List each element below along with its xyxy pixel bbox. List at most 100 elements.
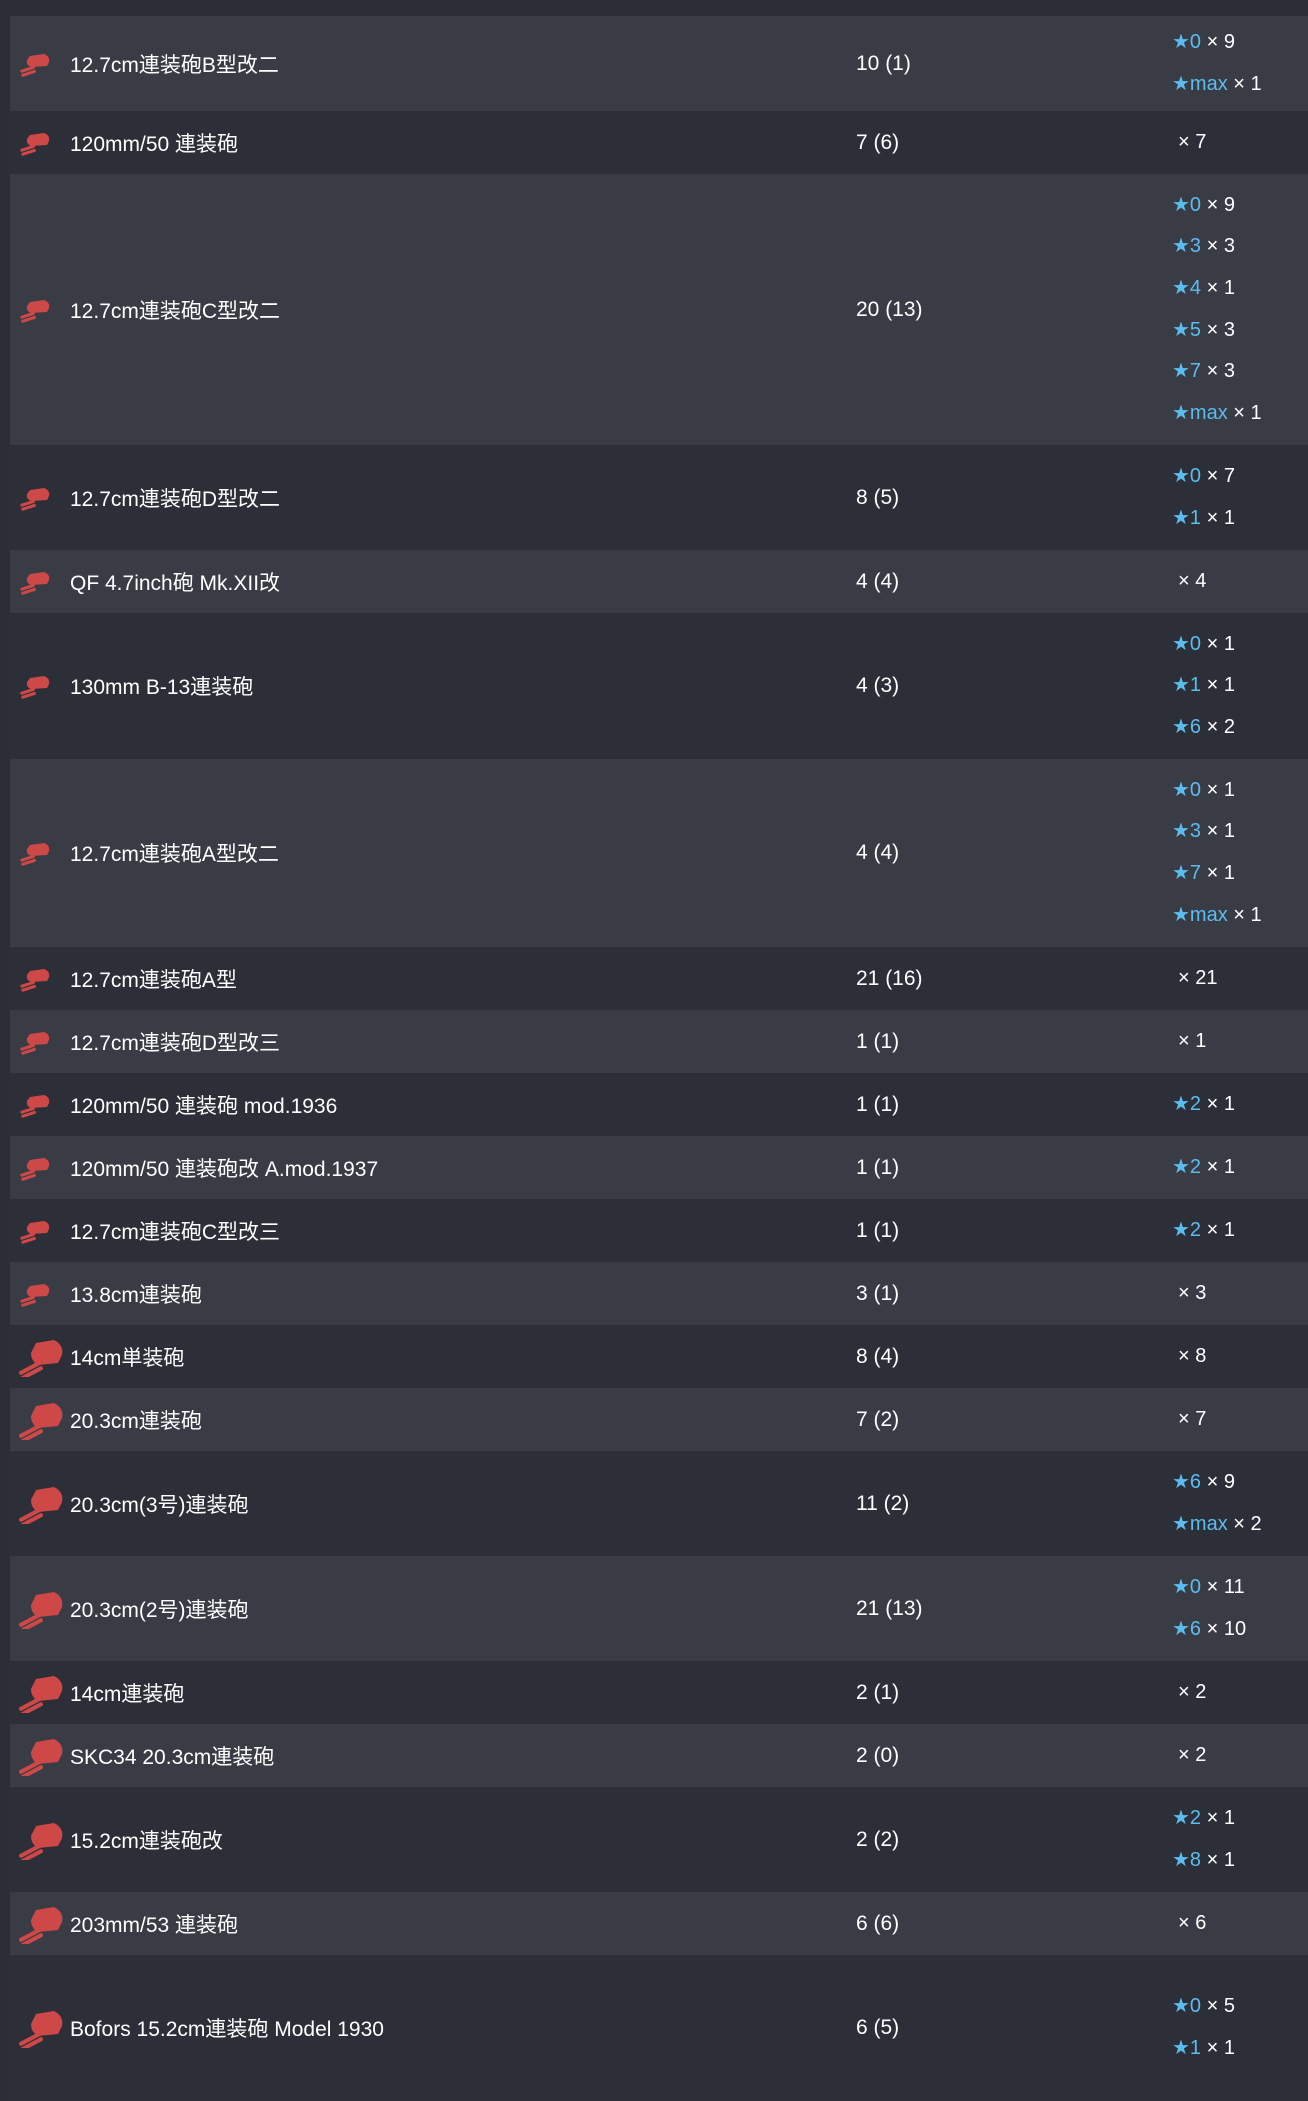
- equipment-name: 203mm/53 連装砲: [70, 1913, 239, 1937]
- equipment-name-cell: 12.7cm連装砲D型改二: [10, 478, 856, 518]
- equipment-name-cell: 12.7cm連装砲C型改二: [10, 290, 856, 330]
- equipment-name: 13.8cm連装砲: [70, 1283, 202, 1307]
- equipment-table: 12.7cm連装砲B型改二 10 (1) ★0 × 9 ★max × 1 120mm/5…: [10, 16, 1308, 2101]
- equipment-name-cell: 12.7cm連装砲C型改三: [10, 1211, 856, 1251]
- equipment-count: 4 (4): [856, 569, 900, 593]
- table-row: 12.7cm連装砲C型改二 20 (13) ★0 × 9 ★3 × 3 ★4 × 1 ★5…: [10, 174, 1308, 445]
- improvement-count: × 1: [1206, 1806, 1235, 1829]
- equipment-name: 120mm/50 連装砲: [70, 132, 239, 156]
- improvement-entry: ★6 × 9: [1172, 1462, 1308, 1504]
- improvement-level: ★7: [1172, 862, 1202, 884]
- improvement-level: ★1: [1172, 506, 1202, 529]
- improvement-entry: × 7: [1172, 1399, 1308, 1441]
- improvement-entry: ★0 × 9: [1172, 185, 1308, 227]
- small-gun-icon: [18, 290, 70, 330]
- improvement-count: × 2: [1178, 1680, 1207, 1703]
- improvement-list: ★0 × 9 ★3 × 3 ★4 × 1 ★5 × 3 ★7 × 3 ★max × 1: [1172, 185, 1308, 435]
- improvement-level: ★1: [1172, 2037, 1202, 2059]
- equipment-count: 1 (1): [856, 1029, 900, 1053]
- equipment-name-cell: 14cm連装砲: [10, 1673, 856, 1713]
- equipment-count: 3 (1): [856, 1281, 900, 1305]
- improvement-entry: ★7 × 3: [1172, 351, 1308, 393]
- small-gun-icon: [18, 562, 70, 602]
- medium-gun-icon: [18, 1589, 70, 1629]
- equipment-count: 4 (3): [856, 674, 900, 697]
- table-row: 12.7cm連装砲D型改三 1 (1) × 1: [10, 1010, 1308, 1073]
- improvement-level: ★5: [1172, 318, 1202, 341]
- improvement-level: ★2: [1172, 1155, 1202, 1178]
- table-row: 130mm B-13連装砲 4 (3) ★0 × 1 ★1 × 1 ★6 × 2: [10, 613, 1308, 759]
- table-row: 203mm/53 連装砲 6 (6) × 6: [10, 1892, 1308, 1955]
- improvement-count: × 2: [1178, 1743, 1207, 1766]
- improvement-count: × 7: [1178, 130, 1207, 153]
- equipment-name-cell: Bofors 15.2cm連装砲 Model 1930: [10, 2008, 856, 2048]
- improvement-list: × 3: [1172, 1273, 1308, 1315]
- improvement-entry: ★1 × 1: [1172, 665, 1308, 707]
- equipment-name-cell: 20.3cm(3号)連装砲: [10, 1484, 856, 1524]
- equipment-name-cell: 120mm/50 連装砲 mod.1936: [10, 1085, 856, 1125]
- improvement-entry: ★5 × 3: [1172, 310, 1308, 352]
- table-row: 13.8cm連装砲 3 (1) × 3: [10, 1262, 1308, 1325]
- improvement-entry: × 3: [1172, 1273, 1308, 1315]
- improvement-count: × 8: [1178, 1344, 1207, 1367]
- improvement-level: ★0: [1172, 30, 1202, 53]
- equipment-count: 1 (1): [856, 1155, 900, 1179]
- equipment-name: 12.7cm連装砲D型改三: [70, 1031, 281, 1055]
- equipment-name-cell: 12.7cm連装砲A型: [10, 959, 856, 999]
- medium-gun-icon: [18, 1904, 70, 1944]
- improvement-count: × 5: [1206, 1995, 1235, 2018]
- equipment-name-cell: 15.2cm連装砲改: [10, 1820, 856, 1860]
- improvement-count: × 1: [1206, 2037, 1235, 2059]
- equipment-name: 130mm B-13連装砲: [70, 676, 254, 699]
- improvement-list: ★2 × 1: [1172, 1084, 1308, 1126]
- improvement-list: × 1: [1172, 1021, 1308, 1063]
- equipment-name-cell: 120mm/50 連装砲: [10, 123, 856, 163]
- improvement-list: × 2: [1172, 1672, 1308, 1714]
- improvement-level: ★1: [1172, 674, 1202, 697]
- improvement-entry: ★8 × 1: [1172, 1840, 1308, 1882]
- equipment-name-cell: 12.7cm連装砲A型改二: [10, 833, 856, 873]
- equipment-name-cell: 20.3cm連装砲: [10, 1400, 856, 1440]
- small-gun-icon: [18, 478, 70, 518]
- improvement-list: ★0 × 1 ★3 × 1 ★7 × 1 ★max × 1: [1172, 770, 1308, 936]
- equipment-name-cell: QF 4.7inch砲 Mk.XII改: [10, 562, 856, 602]
- improvement-entry: ★1 × 1: [1172, 2028, 1308, 2070]
- improvement-count: × 2: [1233, 1512, 1262, 1535]
- equipment-name: 20.3cm連装砲: [70, 1409, 202, 1433]
- improvement-entry: ★4 × 1: [1172, 268, 1308, 310]
- equipment-name: 14cm連装砲: [70, 1682, 185, 1706]
- improvement-entry: ★3 × 3: [1172, 226, 1308, 268]
- improvement-entry: ★6 × 2: [1172, 707, 1308, 749]
- improvement-level: ★0: [1172, 464, 1202, 487]
- equipment-count: 2 (0): [856, 1743, 900, 1767]
- improvement-entry: × 2: [1172, 1735, 1308, 1777]
- improvement-entry: × 6: [1172, 1903, 1308, 1945]
- equipment-name-cell: SKC34 20.3cm連装砲: [10, 1736, 856, 1776]
- improvement-list: × 21: [1172, 958, 1308, 1000]
- equipment-name: 12.7cm連装砲D型改二: [70, 487, 281, 511]
- improvement-level: ★max: [1172, 1512, 1228, 1535]
- improvement-count: × 3: [1178, 1281, 1207, 1304]
- improvement-list: ★2 × 1 ★8 × 1: [1172, 1798, 1308, 1881]
- improvement-list: ★6 × 9 ★max × 2: [1172, 1462, 1308, 1545]
- table-row: 12.7cm連装砲A型改二 4 (4) ★0 × 1 ★3 × 1 ★7 × 1 ★max…: [10, 759, 1308, 947]
- improvement-level: ★0: [1172, 1575, 1202, 1598]
- small-gun-icon: [18, 959, 70, 999]
- equipment-count: 2 (1): [856, 1680, 900, 1704]
- table-row: 12.7cm連装砲D型改二 8 (5) ★0 × 7 ★1 × 1: [10, 445, 1308, 550]
- table-row: 120mm/50 連装砲 7 (6) × 7: [10, 111, 1308, 174]
- equipment-name-cell: 13.8cm連装砲: [10, 1274, 856, 1314]
- equipment-count: 20 (13): [856, 297, 923, 321]
- improvement-entry: ★0 × 11: [1172, 1567, 1308, 1609]
- improvement-entry: ★0 × 7: [1172, 456, 1308, 498]
- improvement-list: × 6: [1172, 1903, 1308, 1945]
- equipment-name-cell: 20.3cm(2号)連装砲: [10, 1589, 856, 1629]
- equipment-count: 8 (4): [856, 1344, 900, 1368]
- table-row: 14cm連装砲 2 (1) × 2: [10, 1661, 1308, 1724]
- improvement-entry: × 8: [1172, 1336, 1308, 1378]
- equipment-name: 20.3cm(2号)連装砲: [70, 1598, 249, 1622]
- improvement-count: × 4: [1178, 569, 1207, 592]
- improvement-entry: × 1: [1172, 1021, 1308, 1063]
- improvement-list: × 7: [1172, 1399, 1308, 1441]
- improvement-entry: ★max × 1: [1172, 64, 1308, 106]
